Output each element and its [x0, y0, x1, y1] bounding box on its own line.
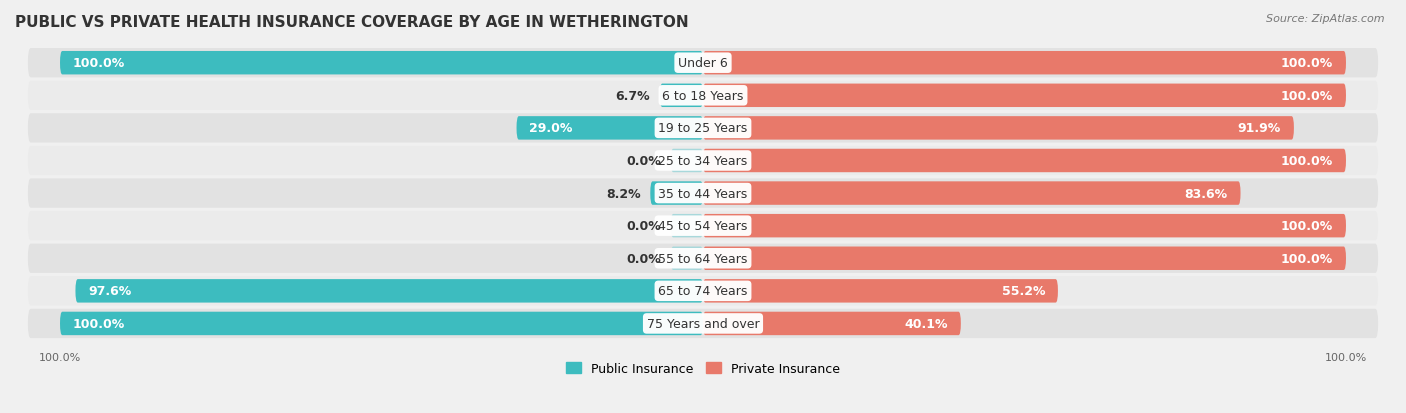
Text: 100.0%: 100.0%: [1281, 90, 1333, 102]
Text: 55 to 64 Years: 55 to 64 Years: [658, 252, 748, 265]
Text: 91.9%: 91.9%: [1237, 122, 1281, 135]
Text: 100.0%: 100.0%: [1281, 252, 1333, 265]
FancyBboxPatch shape: [671, 150, 703, 173]
Text: PUBLIC VS PRIVATE HEALTH INSURANCE COVERAGE BY AGE IN WETHERINGTON: PUBLIC VS PRIVATE HEALTH INSURANCE COVER…: [15, 15, 689, 30]
Text: 100.0%: 100.0%: [73, 57, 125, 70]
FancyBboxPatch shape: [28, 147, 1378, 176]
Text: 65 to 74 Years: 65 to 74 Years: [658, 285, 748, 298]
FancyBboxPatch shape: [703, 247, 1346, 271]
Legend: Public Insurance, Private Insurance: Public Insurance, Private Insurance: [561, 357, 845, 380]
FancyBboxPatch shape: [703, 182, 1240, 205]
Text: 0.0%: 0.0%: [627, 252, 661, 265]
Text: 100.0%: 100.0%: [1281, 154, 1333, 168]
FancyBboxPatch shape: [28, 81, 1378, 111]
FancyBboxPatch shape: [650, 182, 703, 205]
Text: Under 6: Under 6: [678, 57, 728, 70]
FancyBboxPatch shape: [703, 150, 1346, 173]
Text: 100.0%: 100.0%: [1281, 220, 1333, 233]
Text: 19 to 25 Years: 19 to 25 Years: [658, 122, 748, 135]
FancyBboxPatch shape: [28, 277, 1378, 306]
Text: 75 Years and over: 75 Years and over: [647, 317, 759, 330]
FancyBboxPatch shape: [28, 309, 1378, 338]
FancyBboxPatch shape: [703, 84, 1346, 108]
Text: 55.2%: 55.2%: [1001, 285, 1045, 298]
Text: 6 to 18 Years: 6 to 18 Years: [662, 90, 744, 102]
FancyBboxPatch shape: [671, 247, 703, 271]
Text: 6.7%: 6.7%: [616, 90, 650, 102]
FancyBboxPatch shape: [28, 244, 1378, 273]
Text: 35 to 44 Years: 35 to 44 Years: [658, 187, 748, 200]
FancyBboxPatch shape: [703, 280, 1057, 303]
Text: 29.0%: 29.0%: [530, 122, 572, 135]
Text: 40.1%: 40.1%: [904, 317, 948, 330]
FancyBboxPatch shape: [60, 312, 703, 335]
Text: 45 to 54 Years: 45 to 54 Years: [658, 220, 748, 233]
FancyBboxPatch shape: [671, 214, 703, 238]
FancyBboxPatch shape: [28, 211, 1378, 241]
FancyBboxPatch shape: [516, 117, 703, 140]
FancyBboxPatch shape: [703, 214, 1346, 238]
FancyBboxPatch shape: [76, 280, 703, 303]
FancyBboxPatch shape: [703, 312, 960, 335]
FancyBboxPatch shape: [60, 52, 703, 75]
FancyBboxPatch shape: [28, 49, 1378, 78]
Text: 100.0%: 100.0%: [1281, 57, 1333, 70]
FancyBboxPatch shape: [659, 84, 703, 108]
Text: 8.2%: 8.2%: [606, 187, 641, 200]
Text: 0.0%: 0.0%: [627, 154, 661, 168]
FancyBboxPatch shape: [28, 114, 1378, 143]
FancyBboxPatch shape: [703, 52, 1346, 75]
Text: 0.0%: 0.0%: [627, 220, 661, 233]
Text: Source: ZipAtlas.com: Source: ZipAtlas.com: [1267, 14, 1385, 24]
FancyBboxPatch shape: [28, 179, 1378, 208]
Text: 83.6%: 83.6%: [1185, 187, 1227, 200]
Text: 25 to 34 Years: 25 to 34 Years: [658, 154, 748, 168]
FancyBboxPatch shape: [703, 117, 1294, 140]
Text: 97.6%: 97.6%: [89, 285, 132, 298]
Text: 100.0%: 100.0%: [73, 317, 125, 330]
